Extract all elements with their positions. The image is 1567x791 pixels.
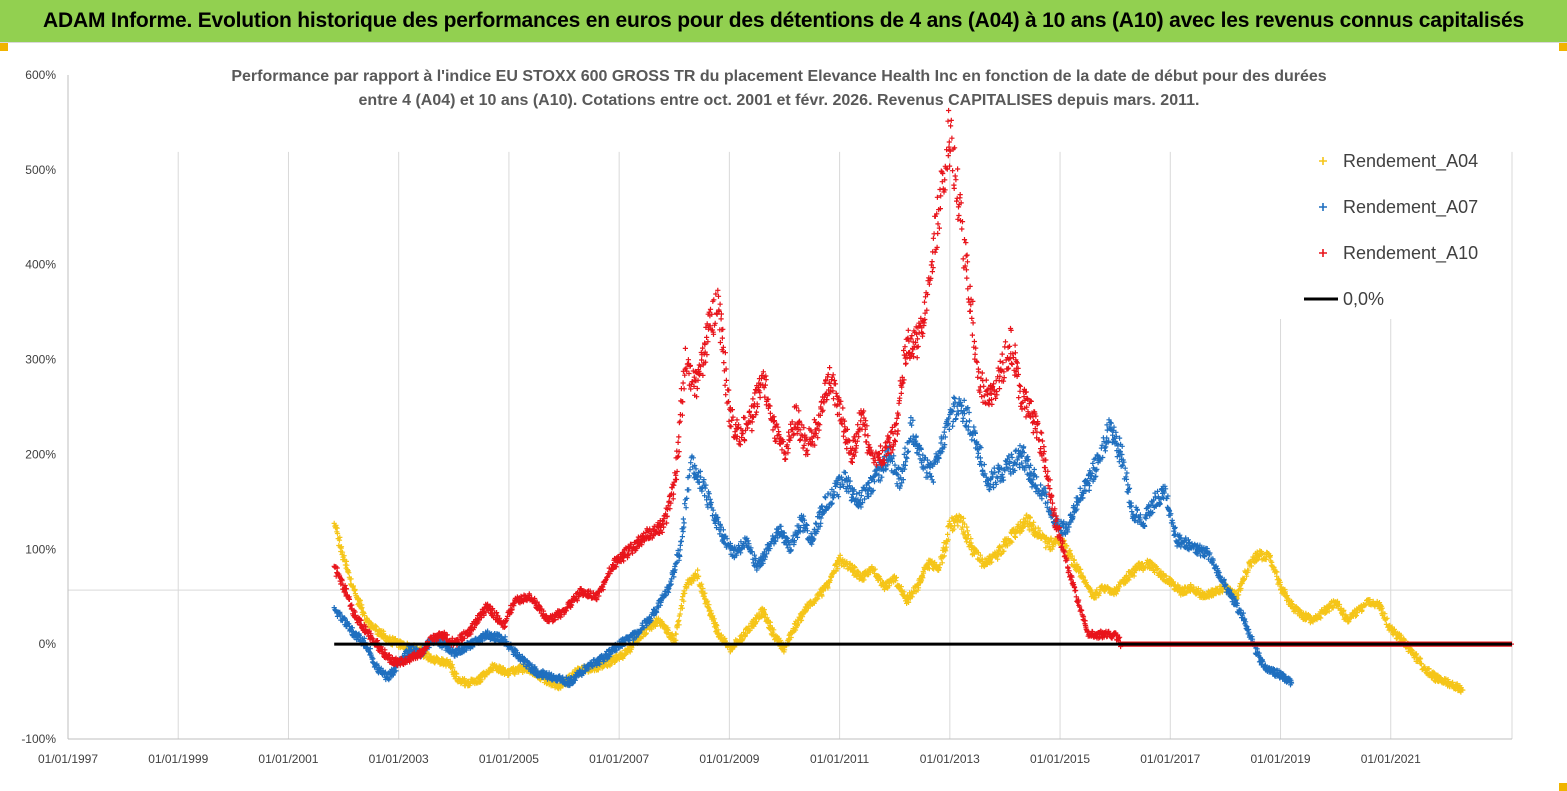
legend[interactable]: Rendement_A04 Rendement_A07 Rendement_A10 0… xyxy=(1280,133,1506,319)
y-tick-label-7: 600% xyxy=(25,68,56,82)
x-axis-ticks: 01/01/1997 01/01/1999 01/01/2001 01/01/2003… xyxy=(38,752,1421,766)
chart-title: Performance par rapport à l'indice EU ST… xyxy=(231,68,1326,109)
corner-marker-top-left xyxy=(0,43,8,51)
legend-label-3: 0,0% xyxy=(1343,289,1384,309)
x-tick-label-2: 01/01/2001 xyxy=(258,752,318,766)
legend-label-0: Rendement_A04 xyxy=(1343,151,1478,172)
x-tick-label-4: 01/01/2005 xyxy=(479,752,539,766)
x-tick-label-12: 01/01/2021 xyxy=(1361,752,1421,766)
legend-marker-0 xyxy=(1319,157,1327,165)
legend-label-1: Rendement_A07 xyxy=(1343,197,1478,218)
legend-marker-2 xyxy=(1319,249,1327,257)
series-rendement-a07 xyxy=(331,394,1295,689)
chart-canvas: -100% 0% 100% 200% 300% 400% 500% 600% 01/01/19… xyxy=(21,68,1514,766)
chart-title-line-0: Performance par rapport à l'indice EU ST… xyxy=(231,68,1326,85)
legend-item-2[interactable]: Rendement_A10 xyxy=(1319,243,1478,264)
legend-item-3[interactable]: 0,0% xyxy=(1304,289,1384,309)
y-tick-label-5: 400% xyxy=(25,258,56,272)
y-tick-label-0: -100% xyxy=(21,732,56,746)
x-tick-label-1: 01/01/1999 xyxy=(148,752,208,766)
legend-item-0[interactable]: Rendement_A04 xyxy=(1319,151,1478,172)
x-tick-label-7: 01/01/2011 xyxy=(810,752,869,766)
y-tick-label-3: 200% xyxy=(25,447,56,461)
x-tick-label-11: 01/01/2019 xyxy=(1250,752,1310,766)
x-tick-label-0: 01/01/1997 xyxy=(38,752,98,766)
legend-item-1[interactable]: Rendement_A07 xyxy=(1319,197,1478,218)
data-series xyxy=(331,107,1514,695)
series-marks-1 xyxy=(331,394,1295,689)
corner-marker-bottom-right xyxy=(1559,783,1567,791)
x-tick-label-9: 01/01/2015 xyxy=(1030,752,1090,766)
x-tick-label-8: 01/01/2013 xyxy=(920,752,980,766)
series-rendement-a04 xyxy=(331,512,1466,695)
x-tick-label-3: 01/01/2003 xyxy=(369,752,429,766)
legend-label-2: Rendement_A10 xyxy=(1343,243,1478,264)
grid xyxy=(67,75,1513,740)
banner-title: ADAM Informe. Evolution historique des p… xyxy=(0,0,1567,42)
legend-marker-1 xyxy=(1319,203,1327,211)
corner-marker-top-right xyxy=(1559,43,1567,51)
x-tick-label-6: 01/01/2009 xyxy=(699,752,759,766)
y-tick-label-1: 0% xyxy=(39,637,57,651)
series-marks-0 xyxy=(331,512,1466,695)
y-tick-label-4: 300% xyxy=(25,353,56,367)
x-tick-label-10: 01/01/2017 xyxy=(1140,752,1200,766)
chart-frame: -100% 0% 100% 200% 300% 400% 500% 600% 01/01/19… xyxy=(0,42,1567,791)
y-tick-label-2: 100% xyxy=(25,542,56,556)
y-tick-label-6: 500% xyxy=(25,163,56,177)
x-tick-label-5: 01/01/2007 xyxy=(589,752,649,766)
legend-box xyxy=(1280,133,1506,319)
y-axis-ticks: -100% 0% 100% 200% 300% 400% 500% 600% xyxy=(21,68,56,746)
chart-title-line-1: entre 4 (A04) et 10 ans (A10). Cotations… xyxy=(359,92,1200,109)
